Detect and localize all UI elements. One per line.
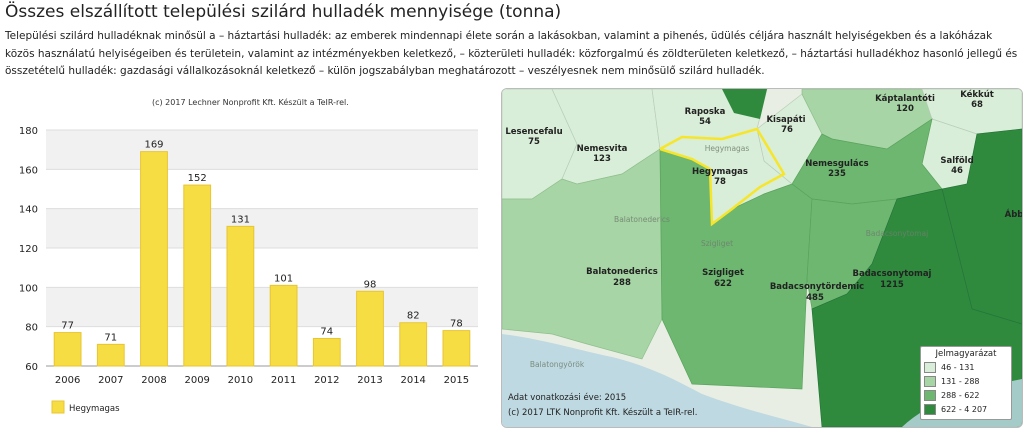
- legend-item: 622 - 4 207: [924, 403, 1011, 415]
- map-label-value: 46: [951, 166, 963, 176]
- grid-band: [46, 208, 478, 248]
- map-label-value: 75: [528, 137, 540, 147]
- selected-settlement-outline: [659, 127, 786, 227]
- map-label-value: 68: [971, 100, 983, 110]
- bar-chart: 60 80 100 120 140 160 180 77 2006 71 2007 169 2008 15…: [19, 126, 478, 414]
- map-label-name: Raposka: [685, 107, 726, 117]
- map-panel[interactable]: Raposka 54 Kisapáti 76 Káptalantóti 120 …: [501, 88, 1023, 428]
- bar-value-label: 152: [188, 173, 207, 184]
- grid-band: [46, 130, 478, 170]
- map-label-name: Kékkút: [960, 89, 994, 100]
- map-label-name: Káptalantóti: [875, 93, 935, 104]
- legend-swatch: [51, 400, 65, 414]
- map-label-value: 485: [806, 293, 824, 303]
- legend-label: 46 - 131: [941, 362, 975, 372]
- legend-item: 288 - 622: [924, 389, 1011, 401]
- legend-swatch: [924, 403, 936, 415]
- map-label-name: Kisapáti: [766, 115, 805, 125]
- bar-value-label: 131: [231, 214, 250, 225]
- y-tick-label: 160: [19, 165, 38, 176]
- bar-value-label: 98: [364, 279, 377, 290]
- bar[interactable]: [269, 284, 298, 367]
- map-faint-label: Szigliget: [701, 239, 733, 248]
- map-label-name: Nemesvita: [577, 144, 628, 154]
- legend-label: 288 - 622: [941, 390, 980, 400]
- y-tick-label: 100: [19, 283, 38, 294]
- map-faint-label: Balatonederics: [614, 215, 670, 224]
- bar-value-label: 71: [104, 332, 117, 343]
- x-tick-label: 2007: [98, 375, 123, 386]
- map-label-value: 76: [781, 125, 793, 135]
- y-tick-label: 60: [25, 362, 38, 373]
- map-label-value: 288: [613, 278, 631, 288]
- chart-credit: (c) 2017 Lechner Nonprofit Kft. Készült …: [152, 98, 349, 107]
- grid-band: [46, 287, 478, 327]
- bar[interactable]: [399, 322, 428, 367]
- map-label-value: 123: [593, 154, 611, 164]
- y-tick-label: 80: [25, 323, 38, 334]
- map-label-value: 120: [896, 104, 914, 114]
- legend-title: Jelmagyarázat: [935, 349, 997, 359]
- bar-value-label: 82: [407, 311, 420, 322]
- map-legend: Jelmagyarázat 46 - 131 131 - 288 288 - 6…: [920, 346, 1012, 420]
- legend-item: 46 - 131: [924, 361, 1011, 373]
- bar-value-label: 101: [274, 273, 293, 284]
- bar-value-label: 74: [320, 326, 333, 337]
- legend-label: 622 - 4 207: [941, 404, 988, 414]
- map-label-name: Lesencefalu: [505, 127, 562, 137]
- map-label-value: 1215: [880, 280, 904, 290]
- map-label-name: Badacsonytomaj: [853, 269, 932, 279]
- legend-label: 131 - 288: [941, 376, 980, 386]
- x-tick-label: 2014: [400, 375, 425, 386]
- map-label-value: 622: [714, 279, 732, 289]
- x-tick-label: 2015: [444, 375, 469, 386]
- page-title: Összes elszállított települési szilárd h…: [5, 2, 562, 22]
- legend-label: Hegymagas: [69, 404, 120, 414]
- bar-value-label: 78: [450, 319, 463, 330]
- map-faint-label: Hegymagas: [705, 144, 750, 153]
- x-tick-label: 2012: [314, 375, 339, 386]
- map-label-value: 235: [828, 169, 846, 179]
- bar[interactable]: [53, 332, 82, 367]
- map-faint-label: Balatongyörök: [530, 360, 585, 369]
- bar[interactable]: [140, 151, 168, 367]
- bar[interactable]: [356, 290, 384, 367]
- y-tick-label: 140: [19, 205, 38, 216]
- map-label-name: Badacsonytördemic: [770, 282, 864, 292]
- bar[interactable]: [442, 330, 471, 367]
- bar[interactable]: [226, 225, 255, 367]
- bar-value-label: 169: [144, 140, 163, 151]
- legend-swatch: [924, 375, 936, 387]
- bar-value-label: 77: [61, 321, 74, 332]
- map-label-name: Nemesgulács: [805, 159, 868, 169]
- x-tick-label: 2013: [357, 375, 382, 386]
- legend-swatch: [924, 389, 936, 401]
- map-label-name: Szigliget: [702, 268, 744, 278]
- map-data-year: Adat vonatkozási éve: 2015: [508, 393, 627, 403]
- y-tick-label: 180: [19, 126, 38, 137]
- y-tick-label: 120: [19, 244, 38, 255]
- legend-swatch: [924, 361, 936, 373]
- map-credit: (c) 2017 LTK Nonprofit Kft. Készült a Te…: [508, 408, 698, 418]
- bar[interactable]: [312, 337, 341, 367]
- map-label-name: Ább: [1005, 208, 1022, 220]
- x-tick-label: 2006: [55, 375, 80, 386]
- map-label-value: 78: [714, 177, 726, 187]
- lake-balaton: [502, 334, 812, 427]
- map-label-value: 54: [699, 117, 711, 127]
- description-text: Települési szilárd hulladéknak minősül a…: [5, 30, 1018, 77]
- x-tick-label: 2009: [184, 375, 209, 386]
- map-label-name: Balatonederics: [586, 267, 658, 277]
- legend-item: 131 - 288: [924, 375, 1011, 387]
- x-tick-label: 2008: [141, 375, 166, 386]
- map-faint-label: Badacsonytomaj: [866, 229, 928, 238]
- x-tick-label: 2011: [271, 375, 296, 386]
- region-dark-patch: [722, 89, 767, 119]
- bar[interactable]: [183, 184, 212, 367]
- bar[interactable]: [96, 343, 125, 367]
- x-tick-label: 2010: [228, 375, 253, 386]
- map-label-name: Salföld: [940, 156, 973, 166]
- map-label-name: Hegymagas: [692, 167, 748, 177]
